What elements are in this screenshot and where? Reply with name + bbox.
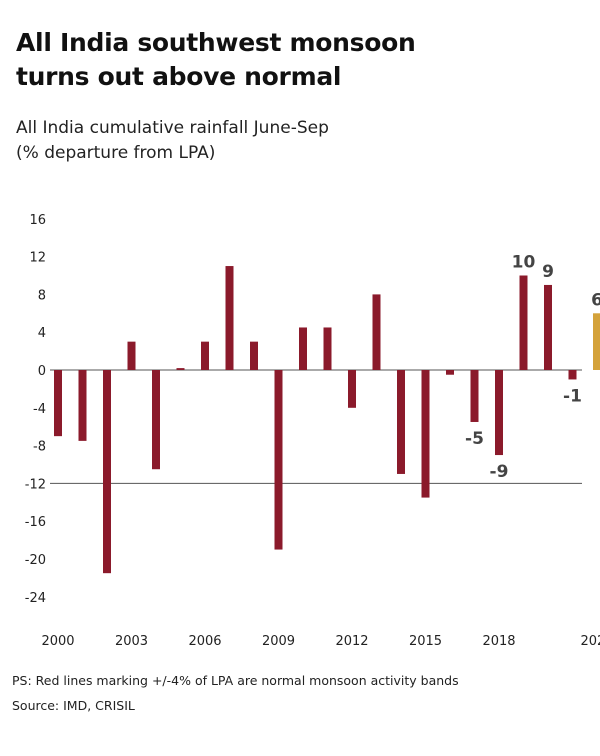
data-label-2017: -5 — [465, 429, 484, 449]
y-tick-label: -20 — [25, 553, 46, 568]
bar-2013 — [372, 294, 381, 370]
footnote: PS: Red lines marking +/-4% of LPA are n… — [12, 673, 459, 688]
x-tick-label: 2000 — [41, 634, 74, 649]
title-line-2: turns out above normal — [16, 62, 342, 91]
x-tick-label: 2009 — [262, 634, 295, 649]
bar-2018 — [495, 370, 503, 456]
subtitle-line-1: All India cumulative rainfall June-Sep — [16, 118, 329, 138]
x-tick-label: 2006 — [188, 634, 221, 649]
bar-2003 — [127, 341, 136, 370]
x-tick-label: 2018 — [482, 634, 515, 649]
bar-2009 — [274, 370, 283, 550]
y-tick-label: -4 — [33, 402, 46, 417]
bar-2015 — [421, 370, 430, 498]
bar-2014 — [397, 370, 405, 474]
y-tick-label: -16 — [25, 515, 46, 530]
y-tick-label: 0 — [38, 364, 46, 379]
bar-2010 — [299, 327, 307, 370]
chart-title: All India southwest monsoon turns out ab… — [16, 26, 586, 94]
subtitle-line-2: (% departure from LPA) — [16, 143, 216, 163]
bar-2001 — [78, 370, 87, 441]
bar-2022 — [593, 313, 600, 370]
x-tick-label: 2003 — [115, 634, 148, 649]
bar-2019 — [519, 275, 528, 370]
title-line-1: All India southwest monsoon — [16, 28, 416, 57]
data-label-2019: 10 — [512, 253, 536, 273]
bar-2012 — [348, 370, 356, 408]
bar-2007 — [225, 266, 234, 370]
data-label-2018: -9 — [490, 462, 509, 482]
y-tick-label: 12 — [29, 251, 46, 266]
x-tick-label: 2022 — [580, 634, 600, 649]
y-tick-label: -24 — [25, 591, 46, 606]
x-tick-label: 2015 — [409, 634, 442, 649]
bar-2002 — [103, 370, 111, 574]
data-label-2022: 6 — [591, 290, 600, 310]
bar-2011 — [323, 327, 332, 370]
data-label-2021: -1 — [563, 386, 582, 406]
bar-2005 — [176, 368, 185, 370]
source-note: Source: IMD, CRISIL — [12, 698, 135, 713]
bar-2017 — [470, 370, 479, 422]
bar-2006 — [201, 341, 209, 370]
data-label-2020: 9 — [542, 262, 554, 282]
bar-2016 — [446, 370, 454, 375]
y-tick-label: -12 — [25, 477, 46, 492]
y-tick-label: 16 — [29, 213, 46, 228]
bar-2021 — [568, 370, 577, 380]
y-tick-label: 8 — [38, 288, 46, 303]
y-tick-label: 4 — [38, 326, 46, 341]
bar-2000 — [54, 370, 62, 437]
bar-2008 — [250, 341, 258, 370]
bar-2020 — [544, 284, 552, 370]
x-tick-label: 2012 — [335, 634, 368, 649]
y-tick-label: -8 — [33, 440, 46, 455]
bar-2004 — [152, 370, 160, 470]
chart-subtitle: All India cumulative rainfall June-Sep (… — [16, 116, 586, 166]
